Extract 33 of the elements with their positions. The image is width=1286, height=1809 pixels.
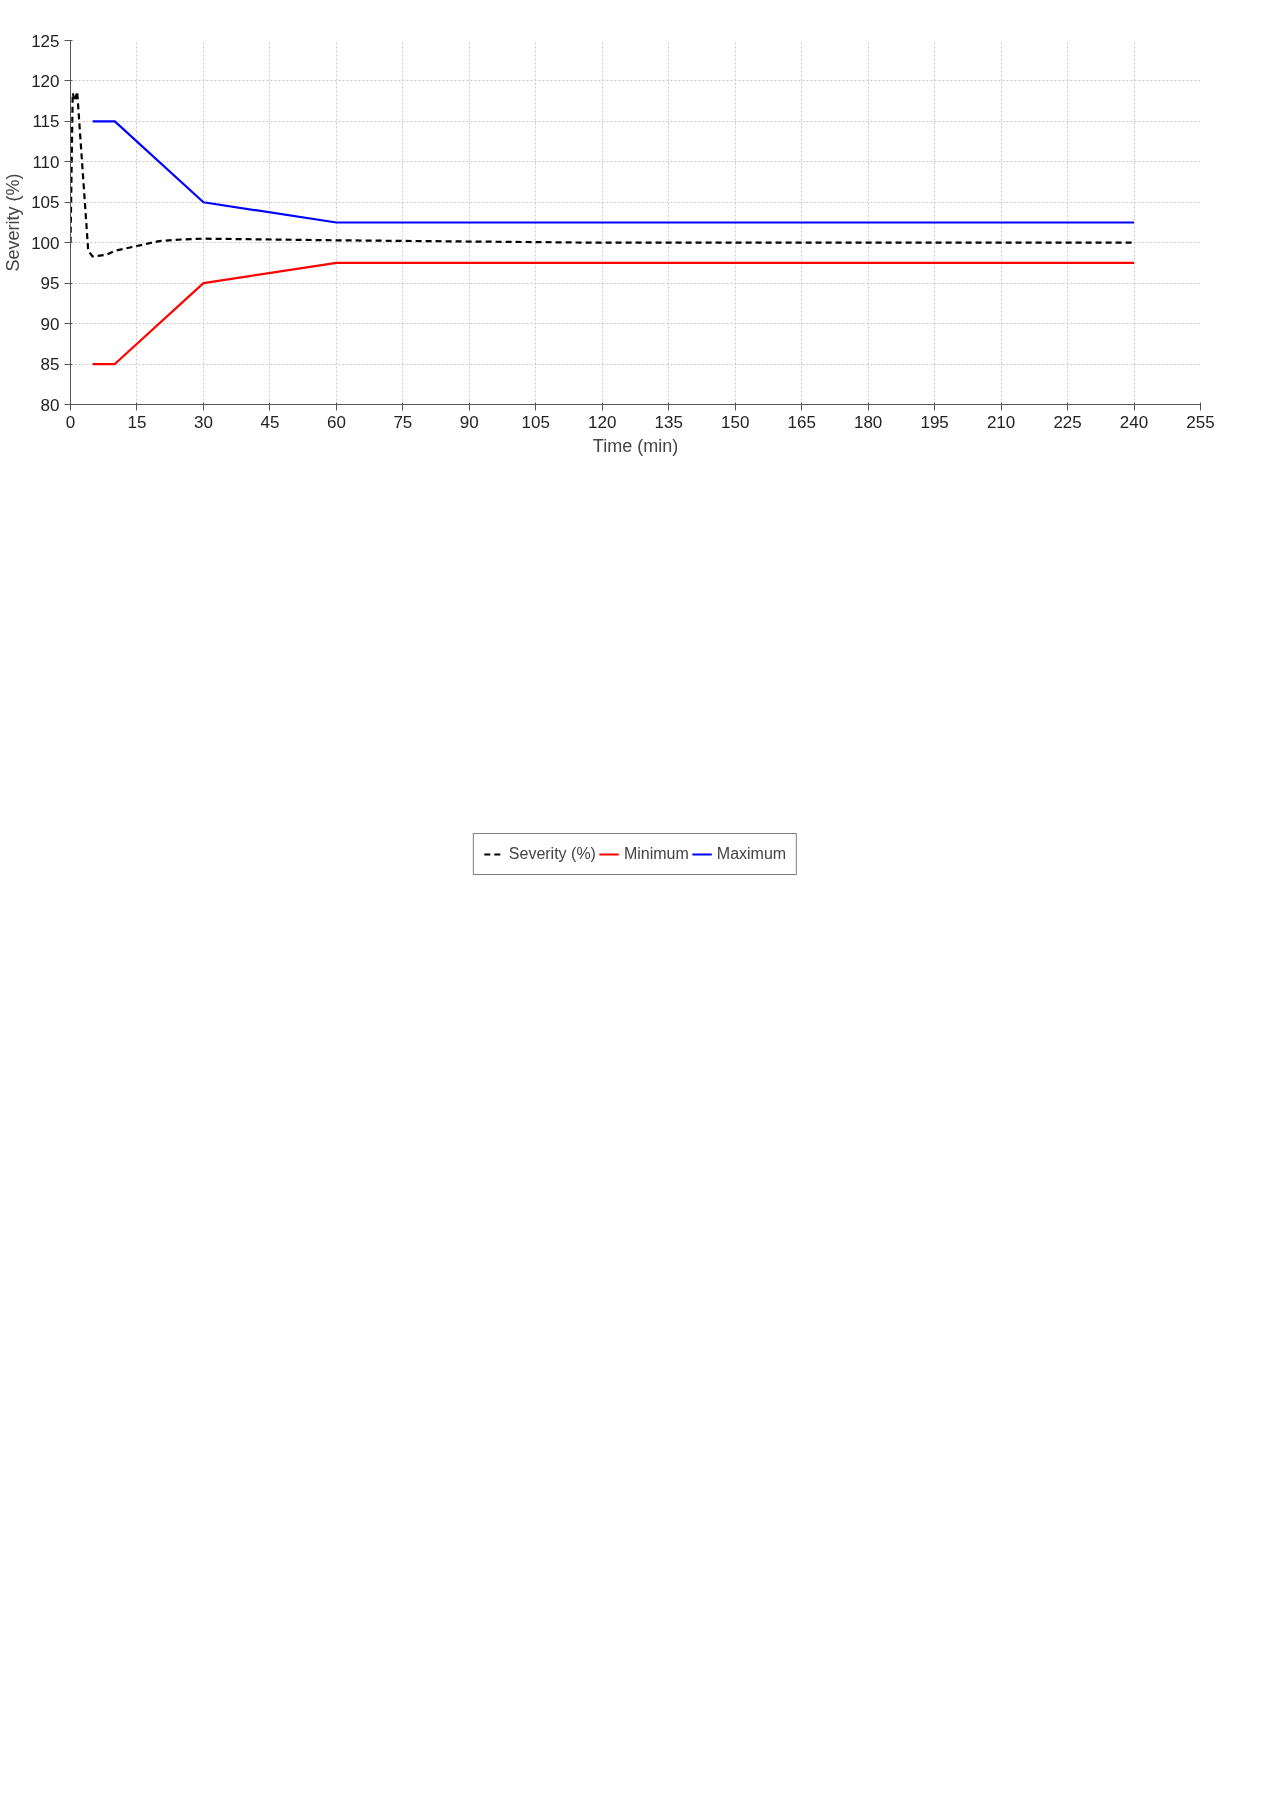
- y-tick-label: 90: [40, 314, 60, 334]
- y-tick-label: 80: [40, 395, 60, 415]
- x-tick-label: 195: [920, 412, 949, 432]
- y-axis-title: Severity (%): [3, 173, 24, 272]
- y-tick-label: 125: [31, 31, 60, 51]
- x-tick-label: 165: [787, 412, 816, 432]
- x-tick-label: 120: [588, 412, 617, 432]
- y-tick-label: 110: [32, 152, 60, 172]
- y-tick-label: 105: [31, 193, 60, 213]
- x-tick-label: 15: [127, 412, 147, 432]
- x-tick-label: 30: [193, 412, 213, 432]
- x-tick-label: 60: [326, 412, 346, 432]
- x-axis-title: Time (min): [592, 435, 679, 456]
- x-tick-label: 75: [393, 412, 413, 432]
- x-tick-label: 45: [260, 412, 280, 432]
- legend-label: Maximum: [716, 845, 787, 863]
- x-tick-label: 255: [1186, 412, 1215, 432]
- legend-label: Minimum: [623, 845, 689, 863]
- y-tick-label: 95: [40, 274, 60, 294]
- x-tick-label: 210: [986, 412, 1016, 432]
- x-tick-label: 225: [1053, 412, 1082, 432]
- y-tick-label: 115: [32, 112, 60, 132]
- x-tick-label: 150: [721, 412, 750, 432]
- y-tick-label: 85: [40, 355, 60, 375]
- x-tick-label: 180: [853, 412, 883, 432]
- y-tick-label: 100: [31, 233, 60, 253]
- x-tick-label: 240: [1119, 412, 1149, 432]
- x-tick-label: 90: [459, 412, 479, 432]
- legend-label: Severity (%): [508, 845, 596, 863]
- x-tick-label: 105: [521, 412, 550, 432]
- x-tick-label: 0: [65, 412, 76, 432]
- y-tick-label: 120: [31, 71, 60, 91]
- x-tick-label: 135: [654, 412, 683, 432]
